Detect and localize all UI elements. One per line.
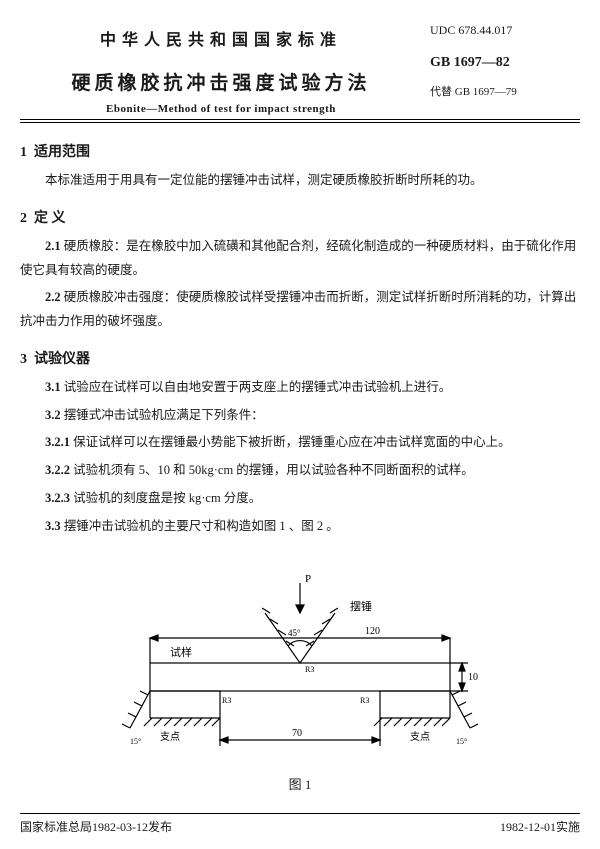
label-70: 70: [292, 728, 302, 739]
header-left: 中华人民共和国国家标准 硬质橡胶抗冲击强度试验方法 Ebonite—Method…: [20, 20, 422, 115]
text-3-3: 摆锤冲击试验机的主要尺寸和构造如图 1 、图 2 。: [64, 519, 339, 533]
text-3-2: 摆锤式冲击试验机应满足下列条件：: [64, 408, 264, 422]
doc-title-en: Ebonite—Method of test for impact streng…: [20, 103, 422, 115]
para-3-2-2: 3.2.2 试验机须有 5、10 和 50kg·cm 的摆锤，用以试验各种不同断…: [20, 459, 580, 483]
num-2-1: 2.1: [45, 239, 61, 253]
para-2-1: 2.1 硬质橡胶：是在橡胶中加入硫磺和其他配合剂，经硫化制造成的一种硬质材料，由…: [20, 235, 580, 283]
section-2-num: 2: [20, 211, 27, 226]
label-r3b: R3: [222, 696, 231, 705]
text-2-2: 硬质橡胶冲击强度：使硬质橡胶试样受摆锤冲击而折断，测定试样折断时所消耗的功，计算…: [20, 290, 576, 328]
para-3-2: 3.2 摆锤式冲击试验机应满足下列条件：: [20, 404, 580, 428]
text-3-2-1: 保证试样可以在摆锤最小势能下被折断，摆锤重心应在冲击试样宽面的中心上。: [73, 435, 511, 449]
header-rule: [20, 122, 580, 123]
num-3-3: 3.3: [45, 519, 61, 533]
para-3-3: 3.3 摆锤冲击试验机的主要尺寸和构造如图 1 、图 2 。: [20, 515, 580, 539]
num-3-2-3: 3.2.3: [45, 491, 70, 505]
page: 中华人民共和国国家标准 硬质橡胶抗冲击强度试验方法 Ebonite—Method…: [0, 0, 600, 849]
figure-1-caption: 图 1: [110, 774, 490, 793]
label-zhidian-l: 支点: [160, 731, 180, 743]
para-2-2: 2.2 硬质橡胶冲击强度：使硬质橡胶试样受摆锤冲击而折断，测定试样折断时所消耗的…: [20, 286, 580, 334]
figure-1-svg: 试样 摆锤 P 45° 120 70 10 R3 R3 R3 支点 支点 15°…: [110, 568, 490, 768]
section-3-title: 3 试验仪器: [20, 348, 580, 368]
footer-left: 国家标准总局1982-03-12发布: [20, 818, 172, 835]
para-1: 本标准适用于用具有一定位能的摆锤冲击试样，测定硬质橡胶折断时所耗的功。: [20, 169, 580, 193]
text-3-1: 试验应在试样可以自由地安置于两支座上的摆锤式冲击试验机上进行。: [64, 380, 452, 394]
label-15b: 15°: [456, 737, 467, 746]
para-3-2-3: 3.2.3 试验机的刻度盘是按 kg·cm 分度。: [20, 487, 580, 511]
label-zhidian-r: 支点: [410, 731, 430, 743]
label-45: 45°: [288, 628, 301, 638]
header: 中华人民共和国国家标准 硬质橡胶抗冲击强度试验方法 Ebonite—Method…: [20, 20, 580, 120]
num-3-2-1: 3.2.1: [45, 435, 70, 449]
text-3-2-3: 试验机的刻度盘是按 kg·cm 分度。: [73, 491, 261, 505]
label-15a: 15°: [130, 737, 141, 746]
num-3-2-2: 3.2.2: [45, 463, 70, 477]
udc-code: UDC 678.44.017: [430, 20, 580, 42]
section-1-name: 适用范围: [34, 145, 90, 160]
section-2-title: 2 定 义: [20, 207, 580, 227]
para-3-2-1: 3.2.1 保证试样可以在摆锤最小势能下被折断，摆锤重心应在冲击试样宽面的中心上…: [20, 431, 580, 455]
para-3-1: 3.1 试验应在试样可以自由地安置于两支座上的摆锤式冲击试验机上进行。: [20, 376, 580, 400]
footer: 国家标准总局1982-03-12发布 1982-12-01实施: [20, 813, 580, 835]
label-r3c: R3: [360, 696, 369, 705]
footer-right: 1982-12-01实施: [500, 818, 580, 835]
text-3-2-2: 试验机须有 5、10 和 50kg·cm 的摆锤，用以试验各种不同断面积的试样。: [73, 463, 474, 477]
num-3-2: 3.2: [45, 408, 61, 422]
label-120: 120: [365, 626, 380, 637]
header-right: UDC 678.44.017 GB 1697—82 代替 GB 1697—79: [422, 20, 580, 115]
label-p: P: [305, 573, 311, 585]
figure-1: 试样 摆锤 P 45° 120 70 10 R3 R3 R3 支点 支点 15°…: [110, 568, 490, 768]
label-shiyang: 试样: [170, 645, 192, 659]
label-r3a: R3: [305, 665, 314, 674]
section-1-title: 1 适用范围: [20, 141, 580, 161]
country-title: 中华人民共和国国家标准: [20, 26, 422, 50]
num-2-2: 2.2: [45, 290, 61, 304]
gb-code: GB 1697—82: [430, 50, 580, 75]
section-1-num: 1: [20, 145, 27, 160]
section-3-num: 3: [20, 352, 27, 367]
section-3-name: 试验仪器: [34, 352, 90, 367]
replace-note: 代替 GB 1697—79: [430, 83, 580, 103]
label-10: 10: [468, 672, 478, 683]
doc-title-cn: 硬质橡胶抗冲击强度试验方法: [20, 68, 422, 95]
label-bailchui: 摆锤: [350, 599, 372, 613]
num-3-1: 3.1: [45, 380, 61, 394]
text-2-1: 硬质橡胶：是在橡胶中加入硫磺和其他配合剂，经硫化制造成的一种硬质材料，由于硫化作…: [20, 239, 576, 277]
section-2-name: 定 义: [34, 211, 66, 226]
